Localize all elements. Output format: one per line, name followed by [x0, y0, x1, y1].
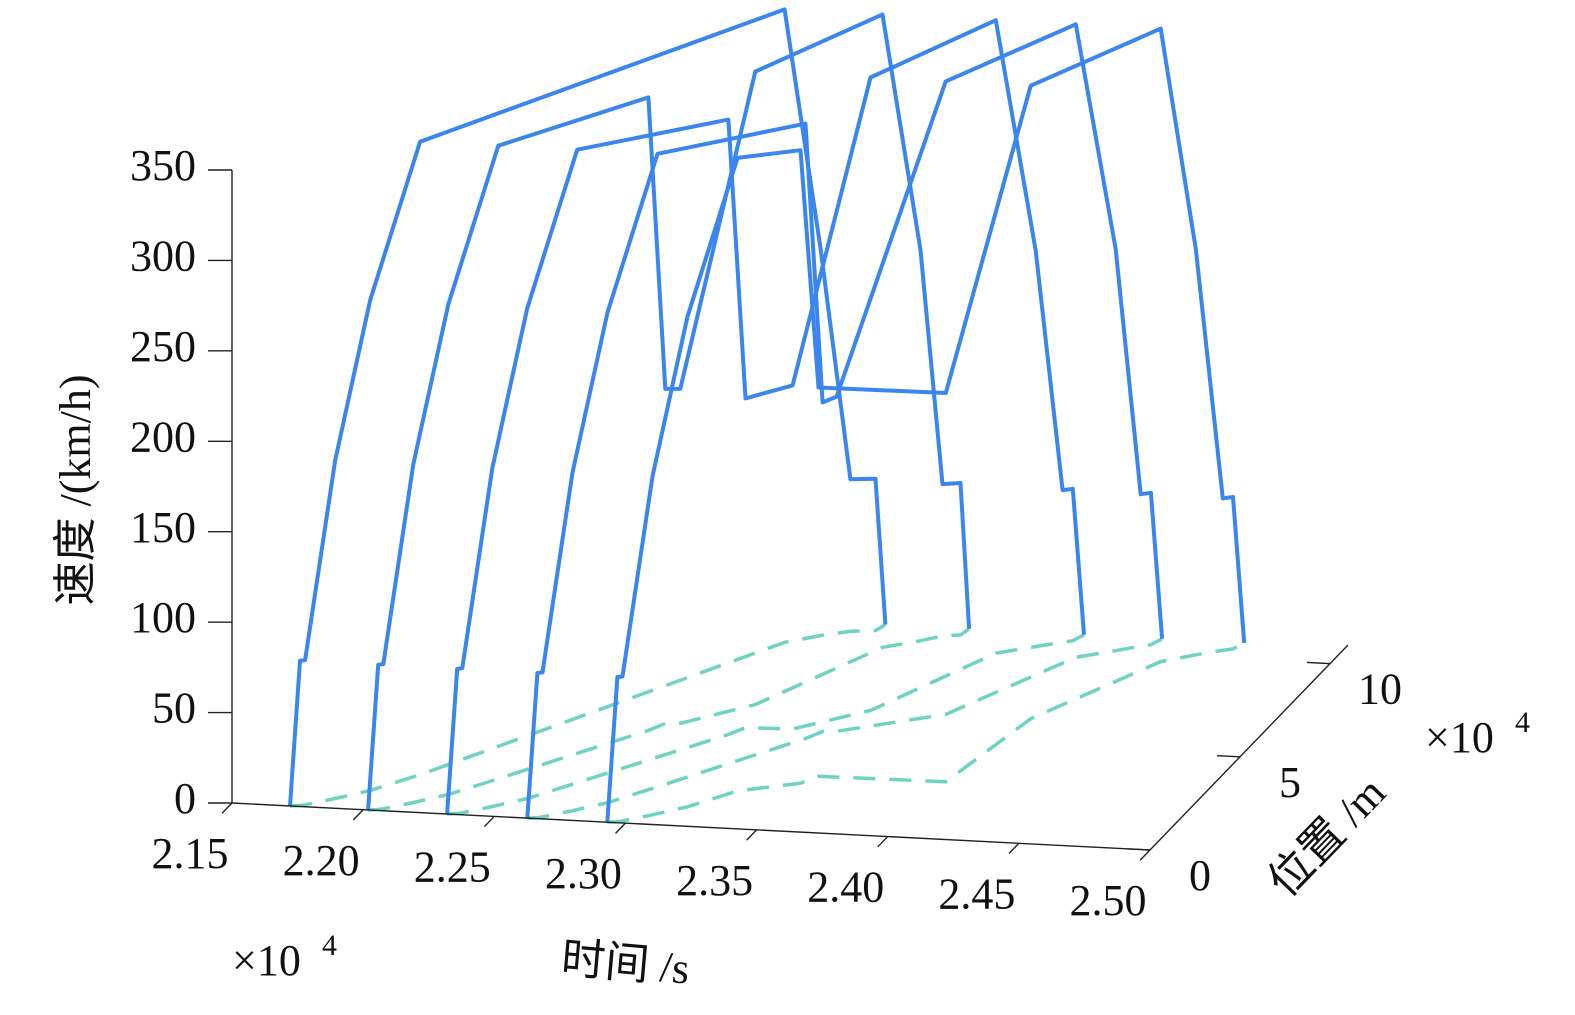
x-tick-label: 2.45 [938, 869, 1015, 918]
track-shadow [607, 641, 1246, 824]
z-tick-label: 0 [174, 774, 196, 823]
x-multiplier-exponent: 4 [322, 929, 337, 962]
x-tick [746, 829, 758, 841]
x-tick-label: 2.15 [152, 829, 229, 878]
x-tick [1139, 849, 1151, 861]
track-shadow [289, 623, 887, 808]
x-tick-label: 2.50 [1070, 876, 1147, 925]
x-axis-line [231, 802, 1151, 851]
x-tick [352, 809, 364, 821]
y-tick [1307, 661, 1331, 665]
x-tick-label: 2.25 [414, 843, 491, 892]
x-tick [483, 815, 495, 828]
x-axis-label: 时间 /s [559, 934, 691, 994]
z-tick-label: 100 [130, 593, 196, 642]
x-tick-label: 2.35 [676, 856, 753, 905]
speed-line [366, 12, 972, 811]
z-tick-label: 150 [130, 503, 196, 552]
z-axis-label: 速度 /(km/h) [51, 375, 100, 606]
y-tick [1217, 754, 1241, 758]
track-shadow [527, 637, 1163, 820]
y-multiplier-exponent: 4 [1515, 706, 1530, 739]
x-multiplier: ×10 [232, 936, 301, 985]
x-tick-label: 2.20 [283, 836, 360, 885]
speed-line [288, 7, 888, 807]
y-multiplier: ×10 [1425, 713, 1494, 762]
x-tick-label: 2.30 [545, 849, 622, 898]
y-axis-line [1149, 644, 1349, 851]
shadow-layer [289, 623, 1246, 824]
y-tick-label: 10 [1358, 665, 1402, 714]
y-tick-label: 0 [1189, 851, 1211, 900]
x-tick [221, 802, 233, 814]
speed-line [525, 22, 1165, 819]
z-tick-label: 250 [130, 322, 196, 371]
speed-line [445, 18, 1086, 815]
y-tick-label: 5 [1279, 758, 1301, 807]
z-tick-label: 50 [152, 684, 196, 733]
speed-line [605, 26, 1247, 823]
y-tick [1127, 848, 1151, 851]
z-tick-label: 300 [130, 232, 196, 281]
z-tick-label: 200 [130, 412, 196, 461]
line-layer [288, 7, 1247, 823]
x-tick [1008, 842, 1020, 855]
track-shadow [368, 627, 971, 812]
x-tick [877, 836, 889, 848]
x-tick-label: 2.40 [807, 863, 884, 912]
z-tick-label: 350 [130, 141, 196, 190]
x-tick [615, 822, 626, 834]
